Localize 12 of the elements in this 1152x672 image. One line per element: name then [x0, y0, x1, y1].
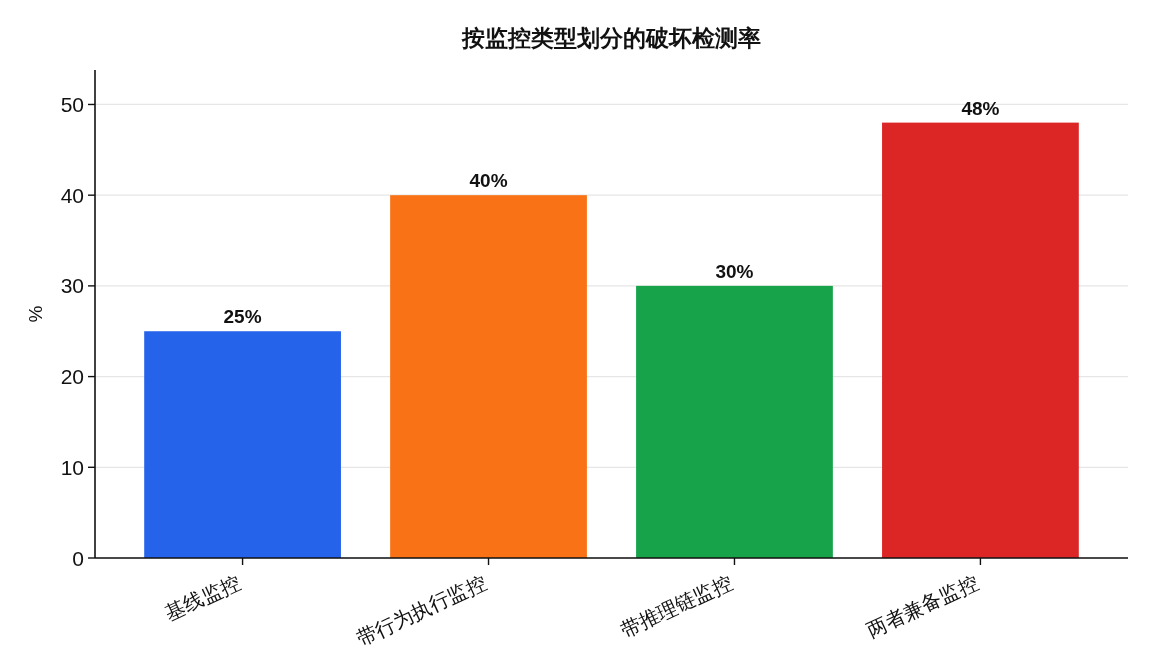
x-tick-label: 基线监控 — [161, 570, 244, 625]
y-tick-label: 30 — [60, 274, 84, 298]
chart-title: 按监控类型划分的破坏检测率 — [461, 25, 761, 51]
x-tick-label: 两者兼备监控 — [863, 570, 982, 642]
y-tick-label: 20 — [60, 365, 84, 389]
y-tick-label: 0 — [72, 546, 84, 570]
y-tick-label: 40 — [60, 183, 84, 207]
y-tick-label: 10 — [60, 455, 84, 479]
y-axis-title: % — [25, 305, 46, 323]
x-tick-label: 带推理链监控 — [617, 570, 736, 642]
x-tick-label: 带行为执行监控 — [353, 570, 490, 650]
y-tick-label: 50 — [60, 92, 84, 116]
